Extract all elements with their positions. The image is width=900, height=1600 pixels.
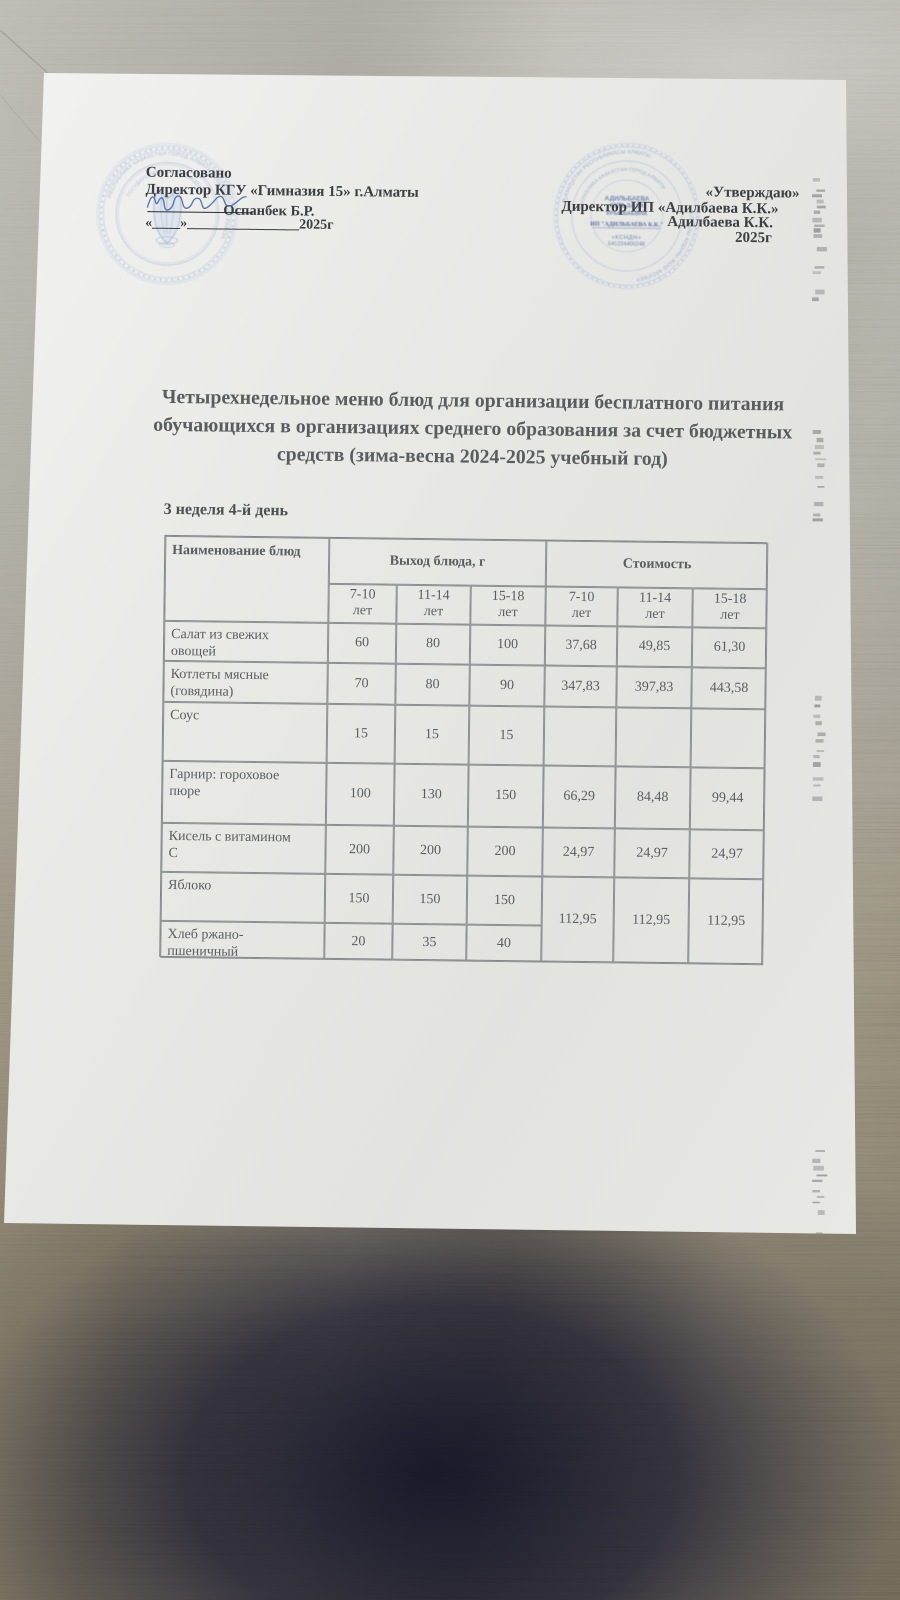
svg-text:ИП "АДИЛЬБАЕВА К.К.": ИП "АДИЛЬБАЕВА К.К.": [590, 221, 663, 228]
svg-text:641224400248: 641224400248: [608, 241, 645, 247]
svg-text:«КСНДН»: «КСНДН»: [612, 235, 642, 241]
